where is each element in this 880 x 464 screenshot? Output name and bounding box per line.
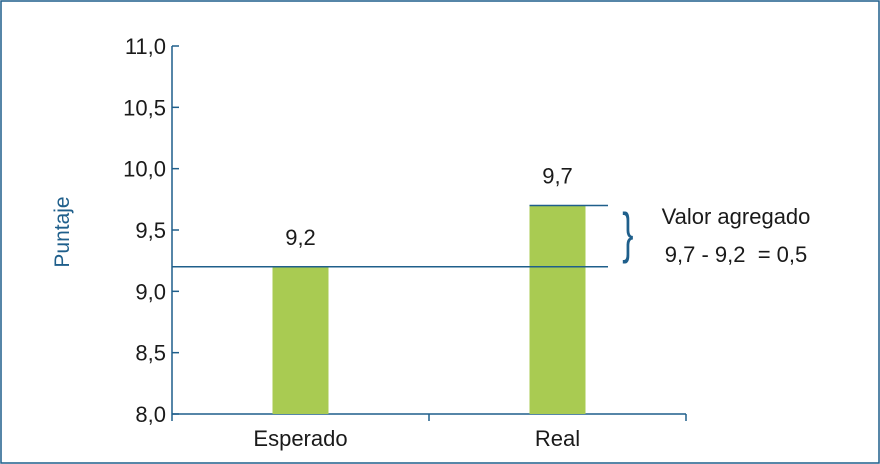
- y-tick-label: 8,0: [135, 402, 166, 427]
- y-tick-label: 10,0: [123, 157, 166, 182]
- y-tick-label: 9,0: [135, 279, 166, 304]
- bar-value-label: 9,7: [542, 163, 573, 188]
- bar-esperado: [272, 266, 329, 414]
- x-category-label: Esperado: [253, 426, 347, 451]
- annotation-line-1: Valor agregado: [662, 204, 811, 229]
- y-axis-label: Puntaje: [51, 196, 74, 267]
- x-category-label: Real: [535, 426, 580, 451]
- y-tick-label: 9,5: [135, 218, 166, 243]
- annotation-line-2: 9,7 - 9,2 = 0,5: [665, 242, 807, 267]
- bar-real: [529, 205, 586, 414]
- y-tick-label: 10,5: [123, 95, 166, 120]
- annotation-brace: }: [622, 201, 633, 264]
- y-tick-label: 8,5: [135, 341, 166, 366]
- bar-value-label: 9,2: [285, 225, 316, 250]
- y-tick-label: 11,0: [125, 34, 166, 59]
- plot-area: 8,0 8,5 9,0 9,5 10,0 10,5 11,0 Esperado 9,2 Real 9…: [123, 34, 687, 451]
